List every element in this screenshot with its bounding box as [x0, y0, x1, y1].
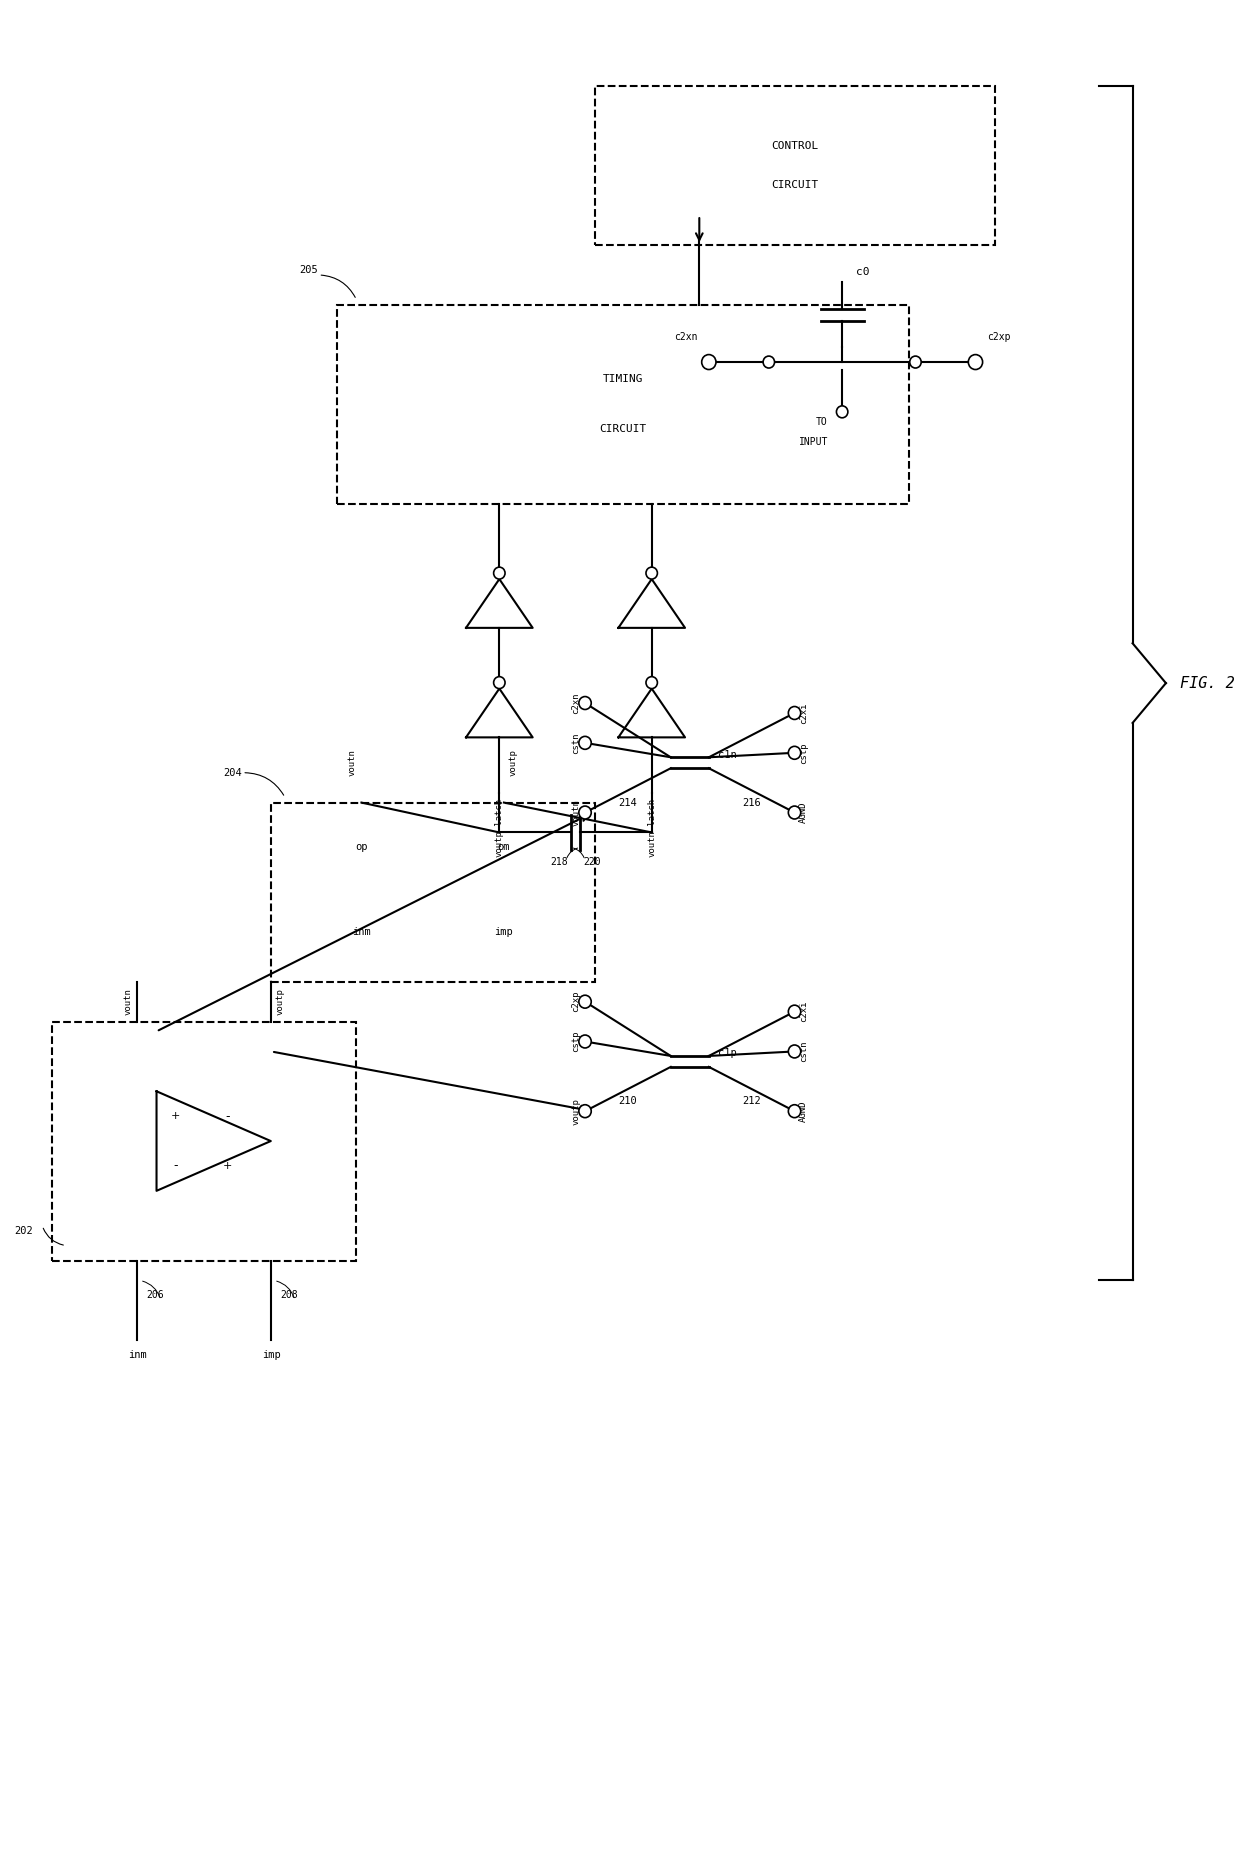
Text: AGND: AGND [800, 1100, 808, 1123]
Text: c2xp: c2xp [987, 331, 1011, 343]
Circle shape [789, 1045, 801, 1058]
Text: c1p: c1p [718, 1048, 737, 1058]
Text: 208: 208 [280, 1290, 299, 1300]
Circle shape [763, 356, 775, 369]
Circle shape [837, 406, 848, 417]
Text: -: - [174, 1160, 177, 1173]
Circle shape [579, 806, 591, 819]
Circle shape [494, 568, 505, 579]
Bar [337, 305, 909, 505]
Circle shape [968, 354, 982, 369]
Text: cstp: cstp [800, 743, 808, 763]
Text: CONTROL: CONTROL [771, 140, 818, 151]
Circle shape [579, 1035, 591, 1048]
Circle shape [646, 568, 657, 579]
Text: TIMING: TIMING [603, 374, 644, 384]
Circle shape [702, 354, 715, 369]
Text: CIRCUIT: CIRCUIT [599, 425, 647, 434]
Text: 206: 206 [146, 1290, 164, 1300]
Circle shape [910, 356, 921, 369]
Text: cstn: cstn [572, 732, 580, 754]
Text: 220: 220 [583, 857, 600, 868]
Text: +: + [171, 1112, 180, 1121]
Text: cstn: cstn [800, 1041, 808, 1061]
Text: op: op [355, 842, 368, 853]
Text: FIG. 2: FIG. 2 [1180, 676, 1235, 691]
Text: 204: 204 [223, 767, 242, 778]
Text: voutn: voutn [572, 799, 580, 827]
Text: AGND: AGND [800, 803, 808, 823]
Text: c2xn: c2xn [572, 693, 580, 713]
Circle shape [579, 696, 591, 709]
Text: c2xi: c2xi [800, 702, 808, 724]
Circle shape [579, 735, 591, 749]
Circle shape [579, 1104, 591, 1117]
Text: -: - [226, 1110, 231, 1123]
Bar [52, 1022, 356, 1261]
Bar [270, 803, 594, 981]
Text: inm: inm [128, 1350, 146, 1359]
Text: INPUT: INPUT [799, 438, 828, 447]
Text: inm: inm [352, 927, 371, 937]
Text: 216: 216 [743, 797, 761, 808]
Text: c0: c0 [857, 268, 870, 277]
Bar [594, 86, 994, 246]
Text: 202: 202 [14, 1225, 32, 1236]
Circle shape [789, 747, 801, 760]
Text: voutn: voutn [123, 989, 133, 1015]
Text: c2xi: c2xi [800, 1002, 808, 1022]
Text: 214: 214 [619, 797, 637, 808]
Text: CIRCUIT: CIRCUIT [771, 181, 818, 190]
Text: 212: 212 [743, 1097, 761, 1106]
Text: 205: 205 [299, 264, 319, 276]
Text: imp: imp [262, 1350, 280, 1359]
Text: c1n: c1n [718, 750, 737, 760]
Text: voutp: voutp [277, 989, 285, 1015]
Text: c2xp: c2xp [572, 991, 580, 1013]
Text: +: + [223, 1160, 233, 1171]
Circle shape [789, 806, 801, 819]
Text: voutp: voutp [572, 1099, 580, 1125]
Text: c2xn: c2xn [673, 331, 697, 343]
Text: voutp-latch: voutp-latch [495, 797, 503, 857]
Text: imp: imp [495, 927, 513, 937]
Circle shape [494, 676, 505, 689]
Text: om: om [497, 842, 510, 853]
Text: TO: TO [816, 417, 828, 426]
Circle shape [789, 706, 801, 719]
Text: voutn-latch: voutn-latch [647, 797, 656, 857]
Circle shape [646, 676, 657, 689]
Text: 218: 218 [551, 857, 568, 868]
Text: voutn: voutn [347, 749, 357, 776]
Text: 210: 210 [619, 1097, 637, 1106]
Text: cstp: cstp [572, 1032, 580, 1052]
Circle shape [789, 1005, 801, 1019]
Text: voutp: voutp [508, 749, 517, 776]
Circle shape [789, 1104, 801, 1117]
Circle shape [579, 994, 591, 1007]
